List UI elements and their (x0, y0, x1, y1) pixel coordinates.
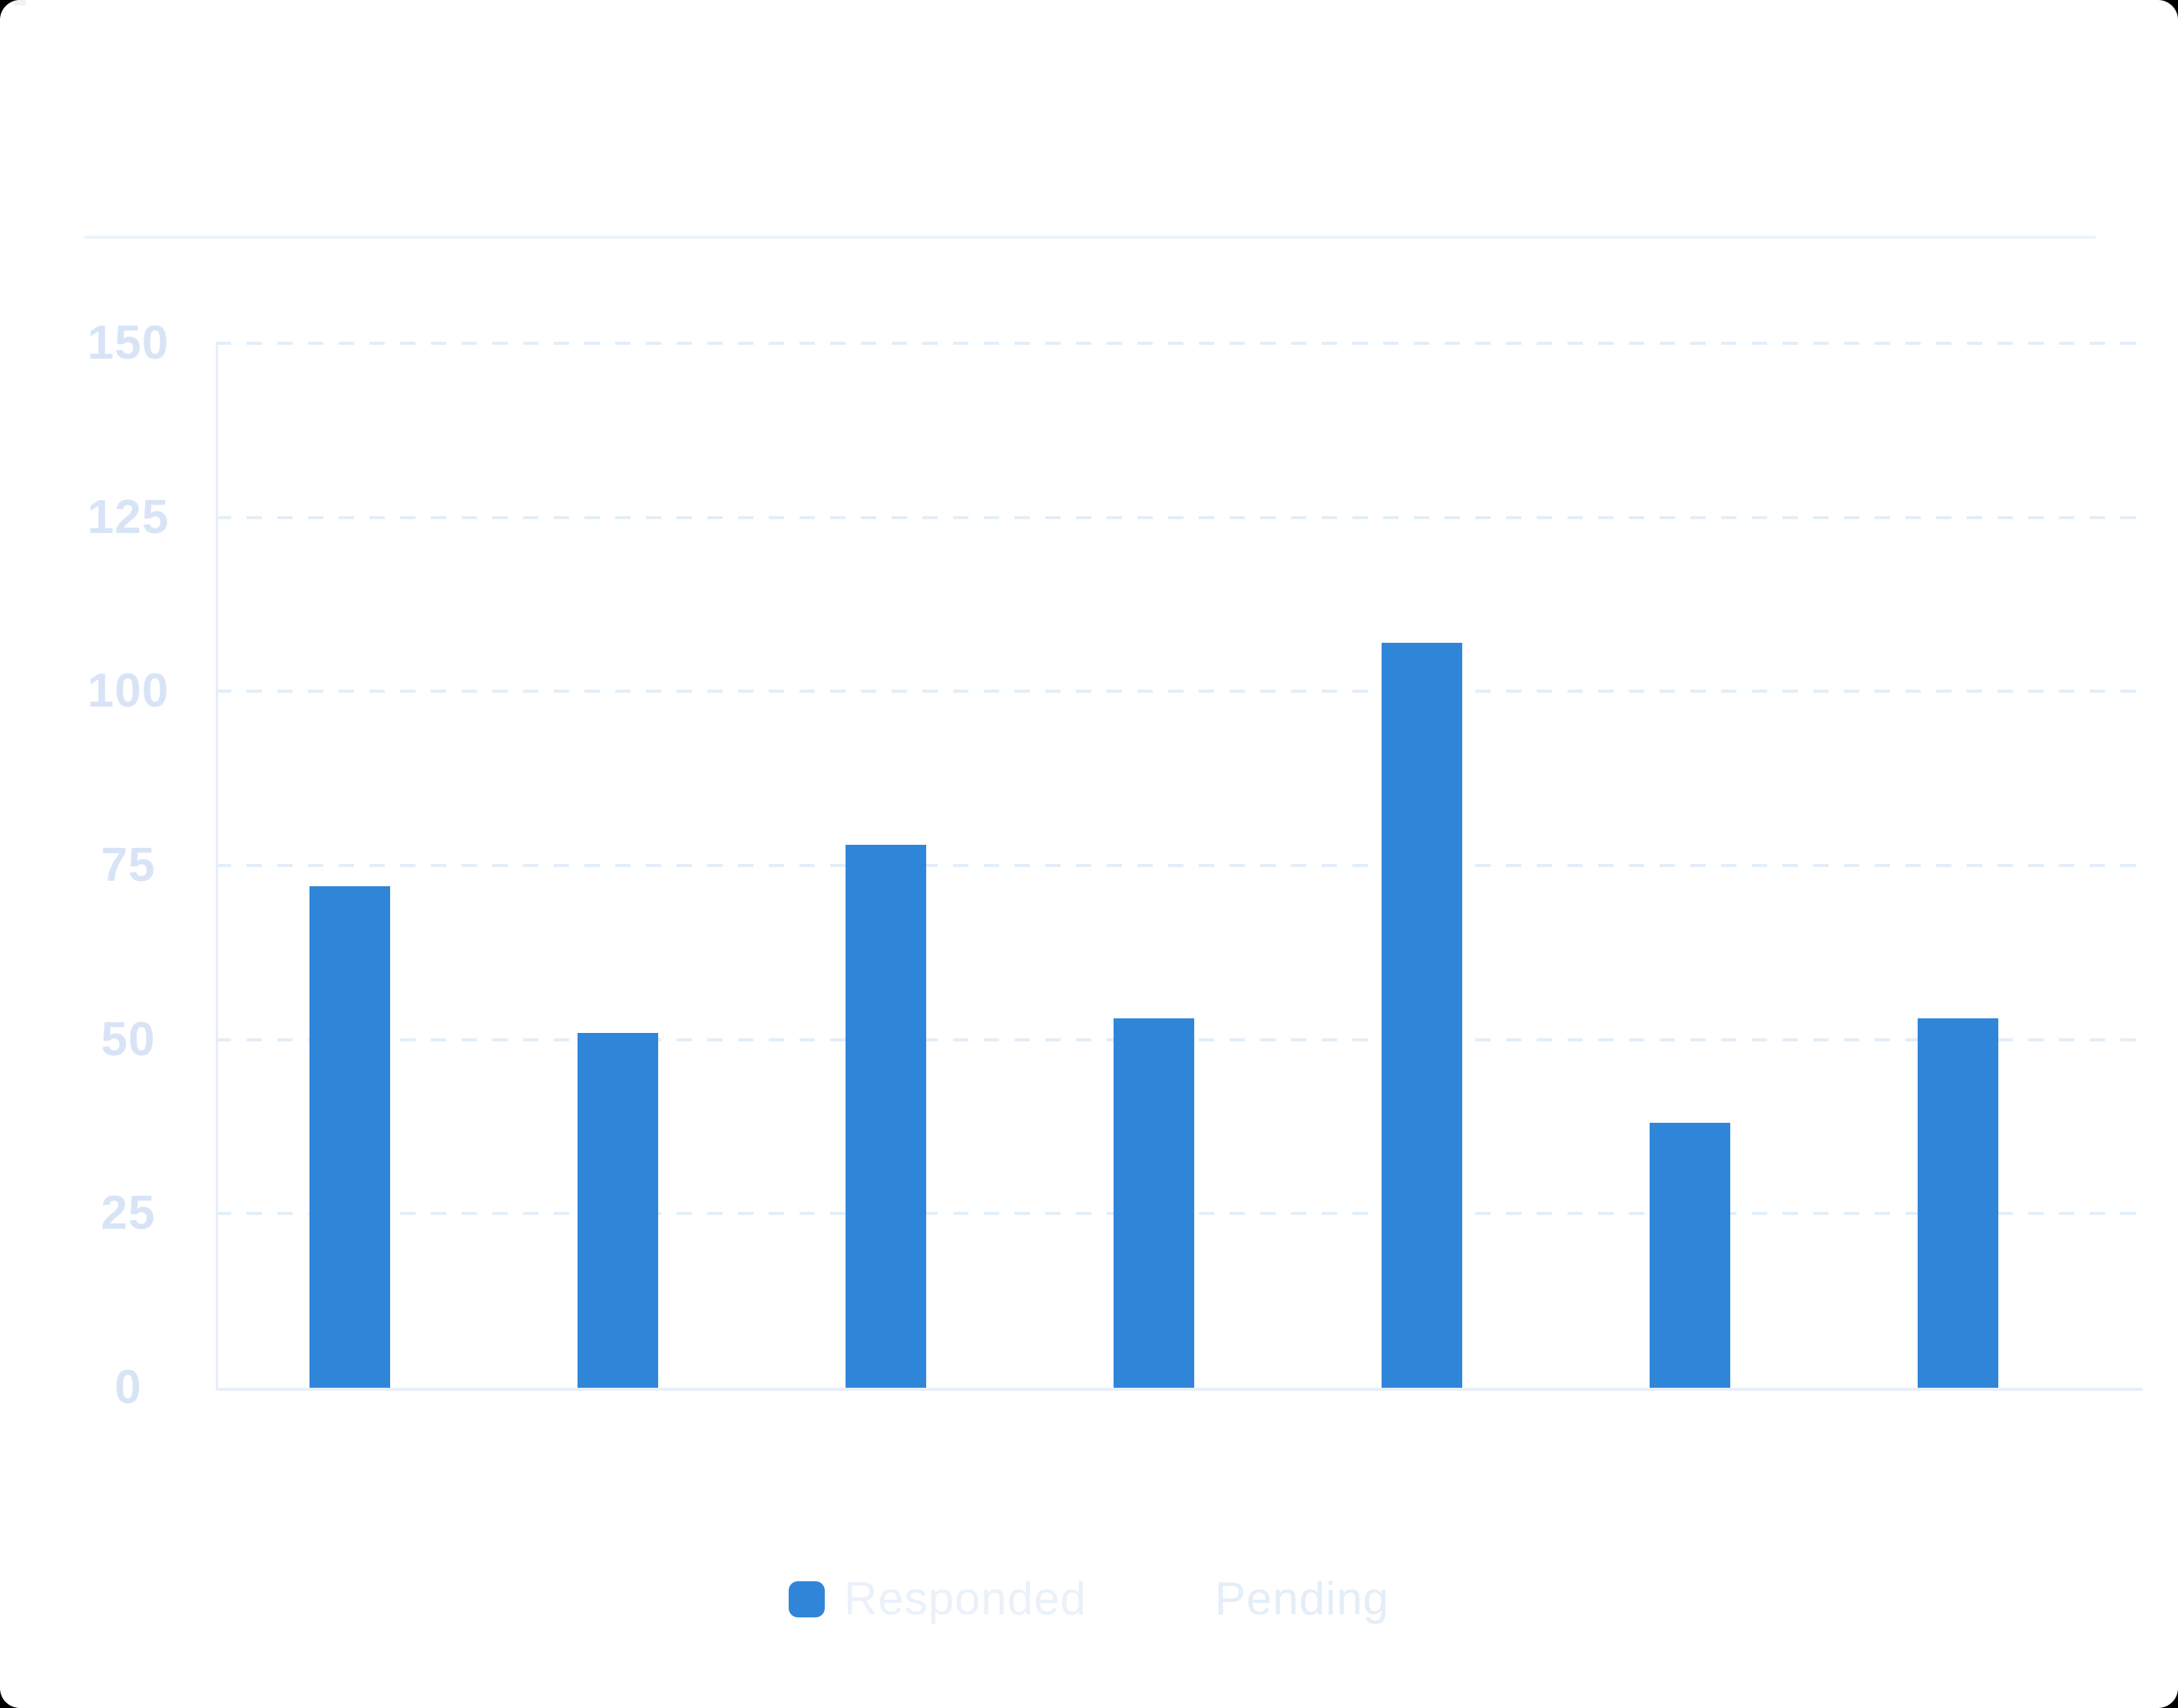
bar-responded-4[interactable] (1382, 642, 1462, 1388)
gridline-100 (216, 690, 2143, 693)
legend-swatch-pending (1160, 1581, 1196, 1617)
gridline-125 (216, 515, 2143, 519)
y-tick-label-25: 25 (101, 1187, 156, 1240)
legend-label-pending: Pending (1214, 1573, 1390, 1624)
y-tick-label-125: 125 (87, 490, 170, 544)
y-tick-label-0: 0 (114, 1361, 142, 1414)
bar-responded-5[interactable] (1650, 1123, 1730, 1388)
legend-item-responded[interactable]: Responded (788, 1573, 1087, 1624)
bar-responded-3[interactable] (1114, 1018, 1194, 1388)
y-tick-label-150: 150 (87, 316, 170, 369)
y-tick-label-50: 50 (101, 1012, 156, 1066)
legend-swatch-responded (788, 1581, 825, 1617)
bar-responded-1[interactable] (578, 1032, 658, 1388)
y-tick-label-75: 75 (101, 839, 156, 892)
bar-responded-2[interactable] (846, 844, 926, 1388)
screen-edge-artifact (14, 0, 26, 5)
legend-label-responded: Responded (843, 1573, 1087, 1624)
header-divider (84, 236, 2096, 239)
y-tick-label-100: 100 (87, 664, 170, 718)
bar-responded-6[interactable] (1918, 1018, 1998, 1388)
gridline-75 (216, 864, 2143, 867)
bar-responded-0[interactable] (309, 886, 390, 1388)
legend: Responded Pending (788, 1573, 1389, 1624)
gridline-150 (216, 342, 2143, 345)
legend-item-pending[interactable]: Pending (1160, 1576, 1389, 1622)
x-axis-line (216, 1388, 2143, 1391)
